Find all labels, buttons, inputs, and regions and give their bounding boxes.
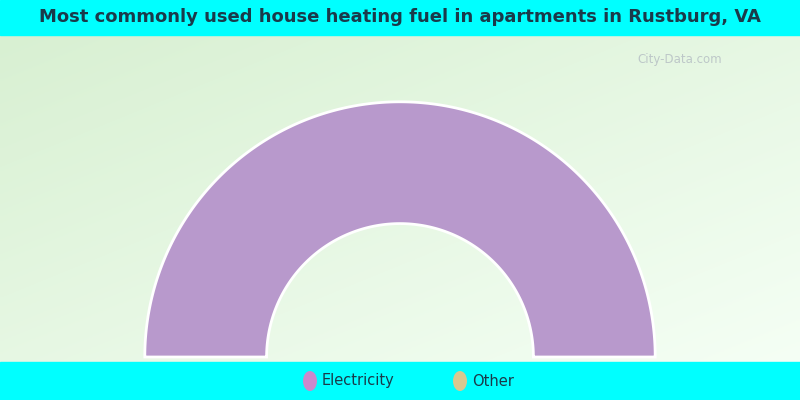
Text: Most commonly used house heating fuel in apartments in Rustburg, VA: Most commonly used house heating fuel in… [39,8,761,26]
Bar [0,0,800,35]
Text: Other: Other [472,374,514,388]
Text: Electricity: Electricity [322,374,394,388]
Bar [0,362,800,400]
Text: City-Data.com: City-Data.com [638,54,722,66]
Ellipse shape [303,371,317,391]
Polygon shape [145,102,655,357]
Ellipse shape [453,371,467,391]
